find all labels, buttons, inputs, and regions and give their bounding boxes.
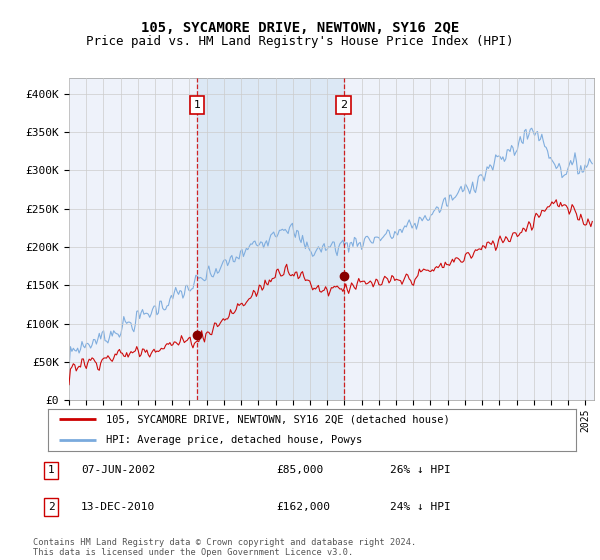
Text: 2: 2 <box>340 100 347 110</box>
Text: £85,000: £85,000 <box>276 465 323 475</box>
Text: 105, SYCAMORE DRIVE, NEWTOWN, SY16 2QE (detached house): 105, SYCAMORE DRIVE, NEWTOWN, SY16 2QE (… <box>106 414 450 424</box>
Text: HPI: Average price, detached house, Powys: HPI: Average price, detached house, Powy… <box>106 435 362 445</box>
Text: 1: 1 <box>194 100 200 110</box>
Text: Contains HM Land Registry data © Crown copyright and database right 2024.
This d: Contains HM Land Registry data © Crown c… <box>33 538 416 557</box>
Text: £162,000: £162,000 <box>276 502 330 512</box>
Text: 2: 2 <box>47 502 55 512</box>
Text: 13-DEC-2010: 13-DEC-2010 <box>81 502 155 512</box>
Text: 105, SYCAMORE DRIVE, NEWTOWN, SY16 2QE: 105, SYCAMORE DRIVE, NEWTOWN, SY16 2QE <box>141 21 459 35</box>
Bar <box>197 78 344 400</box>
Text: 24% ↓ HPI: 24% ↓ HPI <box>390 502 451 512</box>
Text: 1: 1 <box>47 465 55 475</box>
Text: Price paid vs. HM Land Registry's House Price Index (HPI): Price paid vs. HM Land Registry's House … <box>86 35 514 48</box>
Text: 07-JUN-2002: 07-JUN-2002 <box>81 465 155 475</box>
Text: 26% ↓ HPI: 26% ↓ HPI <box>390 465 451 475</box>
